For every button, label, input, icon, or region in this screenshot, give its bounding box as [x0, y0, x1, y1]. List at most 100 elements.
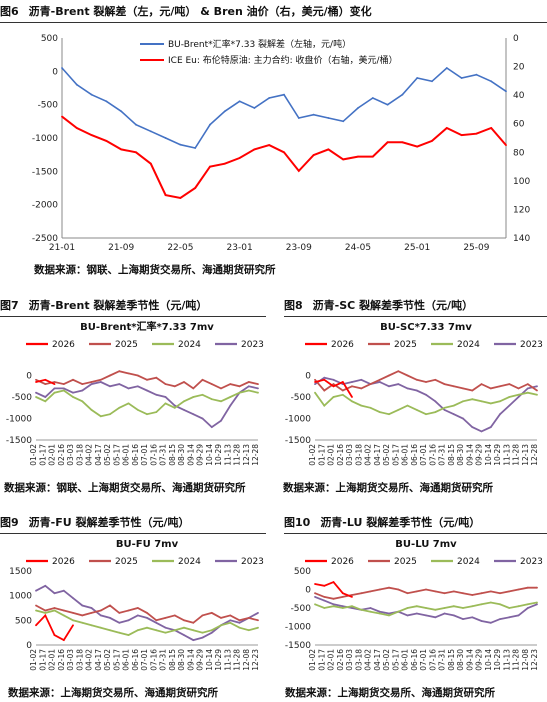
data-point [323, 378, 326, 381]
x-tick-label: 01-02 [29, 649, 38, 671]
data-point [183, 626, 185, 629]
x-tick-label: 07-01 [140, 444, 149, 466]
data-point [508, 404, 511, 407]
y-tick-label: -1500 [6, 436, 32, 446]
data-point [210, 612, 213, 614]
data-point [229, 619, 232, 622]
data-point [72, 391, 74, 394]
x-tick-label: 07-16 [149, 444, 158, 466]
data-point [99, 626, 102, 629]
x-tick-label: 11-13 [223, 444, 232, 466]
data-point [127, 619, 130, 622]
data-point [323, 596, 326, 598]
data-point [120, 110, 123, 113]
x-tick-label: 11-28 [233, 649, 242, 671]
data-point [183, 400, 185, 403]
data-point [351, 385, 353, 388]
x-tick-label: 25-01 [404, 243, 430, 253]
y2-tick-label: 20 [513, 63, 525, 73]
data-point [434, 616, 437, 619]
data-source: 数据来源：钢联、上海期货交易所、海通期货研究所 [34, 264, 276, 276]
data-point [360, 592, 363, 595]
data-point [164, 631, 167, 634]
data-point [332, 605, 335, 608]
data-point [443, 612, 446, 615]
data-point [386, 141, 389, 144]
y2-tick-label: 40 [513, 91, 525, 101]
x-tick-label: 07-01 [419, 649, 428, 671]
data-point [257, 387, 259, 390]
data-point [489, 590, 492, 593]
data-point [360, 387, 363, 390]
data-point [90, 607, 93, 609]
data-point [105, 100, 108, 103]
data-point [425, 381, 427, 383]
data-point [146, 612, 148, 614]
data-point [401, 93, 404, 96]
data-point [257, 612, 259, 614]
data-point [201, 614, 204, 617]
x-tick-label: 01-17 [317, 649, 326, 671]
data-point [192, 387, 195, 390]
data-point [90, 134, 93, 136]
data-point [517, 393, 520, 396]
data-point [146, 626, 148, 629]
x-tick-label: 01-17 [38, 444, 47, 466]
y-tick-label: -1500 [285, 641, 311, 651]
data-point [388, 413, 390, 416]
data-point [155, 629, 158, 632]
data-point [397, 588, 400, 591]
data-point [517, 396, 520, 398]
data-point [127, 609, 130, 612]
data-point [351, 596, 353, 598]
chart-title: BU-LU 7mv [395, 539, 457, 550]
data-point [210, 631, 213, 634]
x-tick-label: 09-29 [196, 444, 205, 466]
x-tick-label: 07-16 [149, 649, 158, 671]
data-point [415, 389, 418, 392]
data-point [434, 608, 437, 611]
data-point [90, 612, 93, 614]
data-point [388, 374, 390, 377]
data-point [35, 396, 37, 398]
y-tick-label: -1000 [6, 415, 32, 425]
series-line [35, 389, 259, 418]
x-tick-label: 09-29 [475, 444, 484, 466]
data-point [397, 409, 400, 411]
data-point [72, 624, 74, 627]
data-point [425, 393, 427, 396]
data-point [415, 612, 418, 615]
data-point [415, 590, 418, 593]
data-point [209, 123, 211, 126]
x-tick-label: 04-02 [364, 444, 373, 466]
data-point [508, 396, 511, 398]
x-tick-label: 10-29 [493, 444, 502, 466]
data-point [526, 387, 529, 390]
x-tick-label: 09-14 [186, 444, 195, 466]
x-tick-label: 08-15 [168, 444, 177, 466]
data-point [136, 607, 139, 609]
series-line [314, 596, 538, 624]
data-point [415, 605, 418, 608]
data-point [312, 154, 315, 156]
data-point [238, 385, 241, 388]
data-point [499, 413, 501, 416]
x-tick-label: 02-16 [57, 649, 66, 671]
data-point [388, 614, 390, 617]
data-point [238, 626, 241, 629]
data-point [462, 400, 464, 403]
data-point [526, 607, 529, 609]
data-point [247, 629, 250, 632]
x-tick-label: 25-09 [463, 243, 489, 253]
data-point [536, 393, 538, 396]
y-tick-label: 500 [294, 567, 311, 577]
data-point [341, 592, 344, 595]
data-point [416, 145, 419, 148]
x-tick-label: 06-01 [122, 444, 131, 466]
x-tick-label: 10-14 [484, 444, 493, 466]
data-point [283, 93, 285, 96]
data-point [35, 589, 37, 592]
x-tick-label: 24-05 [345, 243, 371, 253]
data-point [220, 400, 222, 403]
data-point [341, 607, 344, 609]
